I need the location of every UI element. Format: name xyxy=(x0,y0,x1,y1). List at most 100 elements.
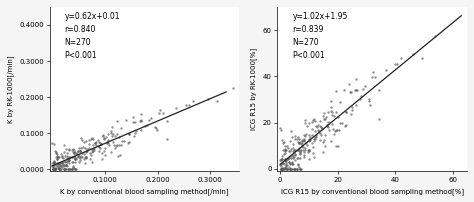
Point xyxy=(131,120,139,124)
Point xyxy=(293,138,301,141)
Point xyxy=(98,151,106,154)
Point xyxy=(319,150,327,153)
Point xyxy=(51,167,59,171)
Point xyxy=(75,156,82,159)
Point xyxy=(63,161,71,164)
Point xyxy=(109,140,117,143)
Point xyxy=(100,137,108,140)
Point xyxy=(49,165,56,168)
Point xyxy=(50,168,57,171)
Point xyxy=(283,167,291,170)
Point xyxy=(113,119,121,123)
Point xyxy=(76,159,83,162)
Point xyxy=(290,153,297,156)
Point xyxy=(56,168,64,171)
Point xyxy=(327,105,334,108)
Point xyxy=(189,100,197,103)
Point xyxy=(98,142,105,145)
Point xyxy=(346,91,354,94)
Point xyxy=(61,161,69,164)
Point xyxy=(108,126,116,129)
Point xyxy=(309,141,316,144)
Point xyxy=(283,158,290,162)
Point xyxy=(289,147,296,150)
Point xyxy=(72,160,79,164)
Point xyxy=(65,147,73,150)
Point xyxy=(321,138,328,142)
Point xyxy=(320,112,328,115)
Point xyxy=(311,129,319,132)
Point xyxy=(301,121,309,124)
Point xyxy=(325,128,333,132)
Point xyxy=(277,167,284,170)
Point xyxy=(302,142,310,145)
Point xyxy=(91,141,99,144)
Point xyxy=(58,161,65,164)
Point xyxy=(82,156,90,159)
Point xyxy=(54,166,62,170)
Text: y=1.02x+1.95
r=0.839
N=270
P<0.001: y=1.02x+1.95 r=0.839 N=270 P<0.001 xyxy=(292,12,348,60)
Point xyxy=(136,119,144,123)
Point xyxy=(366,99,374,103)
Point xyxy=(282,167,290,170)
Point xyxy=(76,160,83,163)
Point xyxy=(283,163,291,167)
Point xyxy=(56,162,64,165)
Point xyxy=(310,117,318,120)
Point xyxy=(60,168,68,171)
Point xyxy=(118,139,126,142)
Point xyxy=(57,165,64,168)
Point xyxy=(303,144,311,147)
Point xyxy=(64,168,72,171)
Point xyxy=(109,134,116,137)
Point xyxy=(152,125,159,128)
Point xyxy=(75,154,83,157)
Point xyxy=(336,121,344,124)
Point xyxy=(55,167,63,170)
Point xyxy=(57,168,65,171)
Point xyxy=(431,35,439,38)
Point xyxy=(296,167,303,170)
Point xyxy=(352,78,360,81)
Point xyxy=(300,154,308,157)
Point xyxy=(114,154,121,157)
Point xyxy=(278,157,286,160)
Point xyxy=(330,114,337,118)
Point xyxy=(113,133,121,136)
Point xyxy=(321,134,329,137)
Point xyxy=(80,141,87,144)
Point xyxy=(295,166,302,169)
Point xyxy=(291,167,298,170)
Point xyxy=(295,148,303,152)
Point xyxy=(347,91,355,94)
Point xyxy=(310,140,318,143)
Point xyxy=(50,159,58,162)
Point xyxy=(285,157,292,160)
Point xyxy=(310,137,318,140)
Point xyxy=(70,166,77,169)
Point xyxy=(85,139,93,142)
Point xyxy=(309,145,317,148)
Point xyxy=(282,148,290,152)
Point xyxy=(48,161,56,164)
Point xyxy=(285,160,293,163)
Point xyxy=(71,150,79,154)
Point xyxy=(79,151,86,155)
Point xyxy=(117,144,125,147)
Point xyxy=(333,145,340,148)
Point xyxy=(57,153,64,156)
Point xyxy=(359,87,366,91)
Point xyxy=(287,167,295,170)
Point xyxy=(49,165,57,169)
Point xyxy=(286,162,294,165)
Point xyxy=(278,158,285,161)
Point xyxy=(308,133,315,136)
Point xyxy=(105,138,112,142)
Point xyxy=(97,141,104,144)
Point xyxy=(410,52,417,55)
Point xyxy=(111,135,118,138)
Point xyxy=(50,161,57,164)
Point xyxy=(60,159,68,162)
Point xyxy=(391,62,399,66)
Point xyxy=(172,107,180,110)
